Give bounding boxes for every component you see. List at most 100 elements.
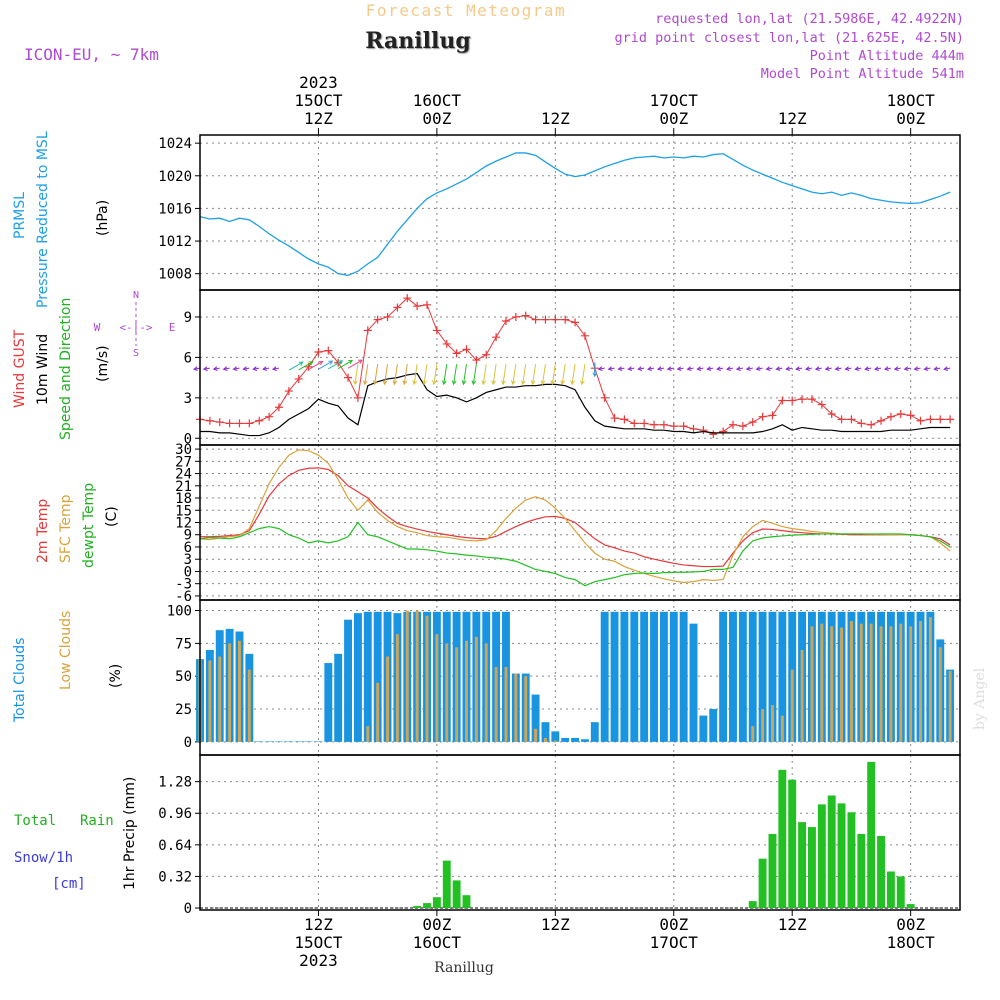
wind-direction-arrowhead — [795, 366, 801, 371]
low-clouds-bar — [938, 647, 942, 742]
top-time-label: 00Z — [659, 109, 688, 128]
wind-direction-arrowhead — [716, 366, 722, 371]
wind-direction-arrowhead — [933, 366, 939, 371]
y-tick-label: 1020 — [158, 169, 192, 185]
rain-bar — [748, 901, 757, 909]
y-tick-label: 27 — [175, 454, 192, 470]
total-clouds-bar — [590, 722, 599, 742]
wind-gust-marker — [511, 312, 520, 321]
wind-gust-marker — [294, 374, 303, 383]
wind-direction-arrowhead — [597, 366, 603, 371]
y-tick-label: 0 — [184, 564, 192, 580]
total-clouds-bar — [561, 737, 570, 742]
wind-direction-arrowhead — [471, 380, 477, 386]
bottom-time-label: 12Z — [304, 915, 333, 934]
wind-gust-marker — [738, 422, 747, 431]
total-clouds-bar — [630, 611, 639, 742]
top-time-label: 18OCT — [887, 91, 936, 110]
total-clouds-bar — [580, 739, 589, 742]
wind-10m-label: 10m Wind — [35, 334, 51, 405]
wind-direction-arrowhead — [844, 366, 850, 371]
y-tick-label: 1016 — [158, 201, 192, 217]
wind-direction-arrowhead — [510, 380, 516, 386]
wind-direction-arrowhead — [501, 380, 506, 386]
wind-direction-arrowhead — [656, 366, 662, 371]
wind-direction-arrowhead — [765, 366, 771, 371]
wind-direction-arrowhead — [923, 366, 929, 371]
rain-bar — [758, 858, 767, 909]
wind-gust-marker — [225, 419, 234, 428]
wind-gust-marker — [531, 315, 540, 324]
wind-gust-marker — [679, 422, 688, 431]
bottom-time-label: 15OCT — [294, 933, 343, 952]
wind-direction-arrowhead — [592, 372, 598, 378]
wind-gust-marker — [926, 415, 935, 424]
model-label: ICON-EU, ~ 7km — [24, 45, 159, 64]
total-clouds-bar — [689, 623, 698, 742]
wind-direction-arrowhead — [202, 366, 208, 371]
low-clouds-bar — [889, 626, 893, 742]
wind-gust-marker — [383, 312, 392, 321]
total-clouds-bar — [373, 611, 382, 742]
wind-gust-marker — [571, 318, 580, 327]
top-time-label: 2023 — [299, 73, 338, 92]
wind-gust-marker — [255, 416, 264, 425]
low-clouds-bar — [465, 640, 468, 742]
wind-direction-arrowhead — [580, 380, 585, 386]
wind-direction-arrowhead — [745, 366, 751, 371]
wind-direction-arrowhead — [298, 361, 304, 366]
wind-direction-arrowhead — [834, 366, 840, 371]
low-clouds-bar — [524, 676, 528, 742]
wind-gust-marker — [719, 427, 728, 436]
speed-direction-label: Speed and Direction — [58, 298, 74, 440]
temp-2m-line — [200, 467, 951, 568]
wind-direction-arrowhead — [262, 366, 268, 371]
wind-gust-marker — [630, 419, 639, 428]
wind-direction-arrowhead — [775, 366, 781, 371]
wind-gust-marker — [245, 419, 254, 428]
pressure-msl-label: Pressure Reduced to MSL — [35, 131, 51, 308]
wind-direction-arrowhead — [232, 366, 238, 371]
wind-direction-arrowhead — [432, 380, 437, 386]
wind-direction-arrowhead — [392, 380, 398, 386]
wind-direction-arrow — [551, 364, 556, 385]
wind-direction-arrow — [571, 364, 576, 385]
y-tick-label: 18 — [175, 491, 192, 507]
low-clouds-bar — [810, 626, 814, 742]
total-clouds-label: Total Clouds — [12, 638, 28, 723]
low-clouds-bar — [228, 643, 232, 742]
low-clouds-bar — [820, 623, 824, 742]
wind-direction-arrowhead — [854, 366, 860, 371]
wind-gust-marker — [788, 396, 797, 405]
top-time-label: 12Z — [778, 109, 807, 128]
rain-bar — [768, 833, 777, 909]
wind-gust-marker — [580, 331, 589, 340]
total-clouds-bar — [531, 694, 540, 742]
wind-direction-arrow — [318, 360, 333, 370]
y-tick-label: 0 — [184, 431, 192, 447]
top-time-label: 16OCT — [413, 91, 462, 110]
wind-direction-arrowhead — [412, 380, 417, 386]
dewpoint-line — [199, 521, 951, 587]
bottom-time-label: 16OCT — [413, 933, 462, 952]
wind-direction-arrow — [462, 364, 467, 385]
bottom-time-label: 2023 — [299, 951, 338, 970]
low-clouds-bar — [751, 726, 755, 742]
wind-direction-arrowhead — [686, 366, 692, 371]
wind-gust-marker — [521, 311, 530, 320]
low-clouds-bar — [208, 660, 212, 742]
wind-direction-arrow — [354, 364, 359, 385]
model-altitude: Model Point Altitude 541m — [761, 66, 964, 82]
wind-direction-arrowhead — [943, 366, 949, 371]
wind-gust-marker — [215, 418, 224, 427]
wind-gust-marker — [274, 403, 283, 412]
wind-direction-arrowhead — [560, 380, 566, 386]
wind-unit-label: (m/s) — [95, 345, 111, 382]
wind-direction-arrowhead — [308, 361, 314, 366]
wind-gust-marker — [620, 415, 629, 424]
wind-gust-marker — [709, 430, 718, 439]
wind-direction-arrowhead — [913, 366, 919, 371]
low-clouds-bar — [899, 623, 903, 742]
low-clouds-label: Low Clouds — [58, 611, 74, 690]
total-clouds-bar — [659, 611, 668, 742]
